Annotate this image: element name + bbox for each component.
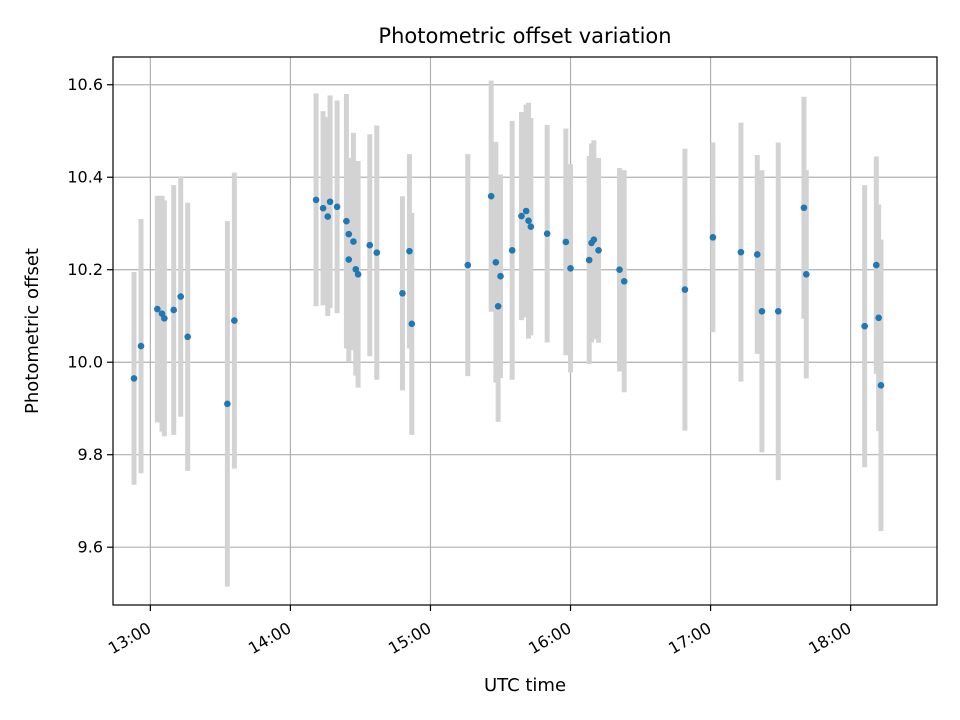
y-tick-label: 10.0	[67, 353, 103, 372]
data-point	[326, 198, 334, 206]
data-point	[343, 217, 350, 225]
data-point	[161, 314, 168, 322]
data-point	[585, 256, 593, 264]
error-bars	[131, 80, 884, 587]
data-point	[877, 382, 885, 389]
data-point	[802, 271, 810, 278]
data-point	[681, 286, 689, 293]
x-tick-label: 14:00	[245, 618, 294, 658]
data-point	[774, 308, 782, 315]
data-point	[737, 248, 745, 256]
data-point	[399, 290, 406, 297]
data-point	[487, 192, 495, 200]
data-point	[345, 230, 353, 238]
y-axis-title: Photometric offset	[22, 248, 43, 414]
data-point	[620, 277, 628, 285]
data-point	[352, 265, 360, 273]
data-point	[366, 241, 374, 249]
data-point	[170, 306, 177, 314]
plot-frame	[112, 56, 938, 606]
data-point	[224, 400, 231, 408]
x-tick-label: 15:00	[385, 618, 434, 658]
data-point	[562, 238, 570, 246]
data-points	[130, 192, 885, 408]
data-point	[177, 293, 184, 300]
data-point	[800, 204, 808, 212]
data-point	[408, 320, 416, 328]
y-tick-label: 10.6	[67, 75, 103, 94]
data-point	[875, 314, 882, 322]
data-point	[753, 251, 761, 258]
x-tick-label: 18:00	[805, 618, 854, 658]
data-point	[130, 375, 138, 382]
y-tick-label: 9.6	[78, 538, 103, 557]
data-point	[873, 261, 880, 269]
data-point	[494, 302, 502, 310]
data-point	[709, 234, 717, 241]
data-point	[406, 247, 413, 255]
data-point	[861, 322, 868, 330]
data-point	[616, 266, 623, 274]
data-point	[319, 204, 327, 212]
x-tick-label: 13:00	[105, 618, 154, 658]
data-point	[758, 308, 766, 315]
y-tick-label: 10.2	[67, 260, 103, 279]
data-point	[567, 265, 574, 272]
data-point	[231, 317, 238, 324]
data-point	[527, 223, 535, 231]
data-point	[350, 238, 357, 245]
data-point	[492, 259, 500, 266]
data-point	[543, 230, 551, 237]
data-point	[590, 236, 598, 243]
data-point	[497, 272, 504, 280]
data-point	[508, 247, 516, 254]
data-point	[184, 333, 191, 341]
data-point	[464, 261, 472, 269]
chart-title: Photometric offset variation	[378, 24, 671, 48]
data-point	[354, 271, 362, 278]
x-axis-title: UTC time	[484, 675, 566, 696]
x-tick-label: 16:00	[525, 618, 574, 658]
data-point	[525, 217, 532, 225]
data-point	[345, 256, 353, 263]
data-point	[373, 249, 381, 256]
x-tick-label: 17:00	[665, 618, 714, 658]
data-point	[333, 203, 341, 211]
y-tick-label: 10.4	[67, 168, 103, 187]
data-point	[324, 213, 332, 220]
y-tick-label: 9.8	[78, 445, 103, 464]
data-point	[154, 305, 161, 313]
data-point	[518, 212, 525, 220]
data-point	[312, 196, 320, 204]
data-point	[522, 207, 530, 215]
data-point	[137, 342, 145, 350]
data-point	[595, 247, 602, 254]
